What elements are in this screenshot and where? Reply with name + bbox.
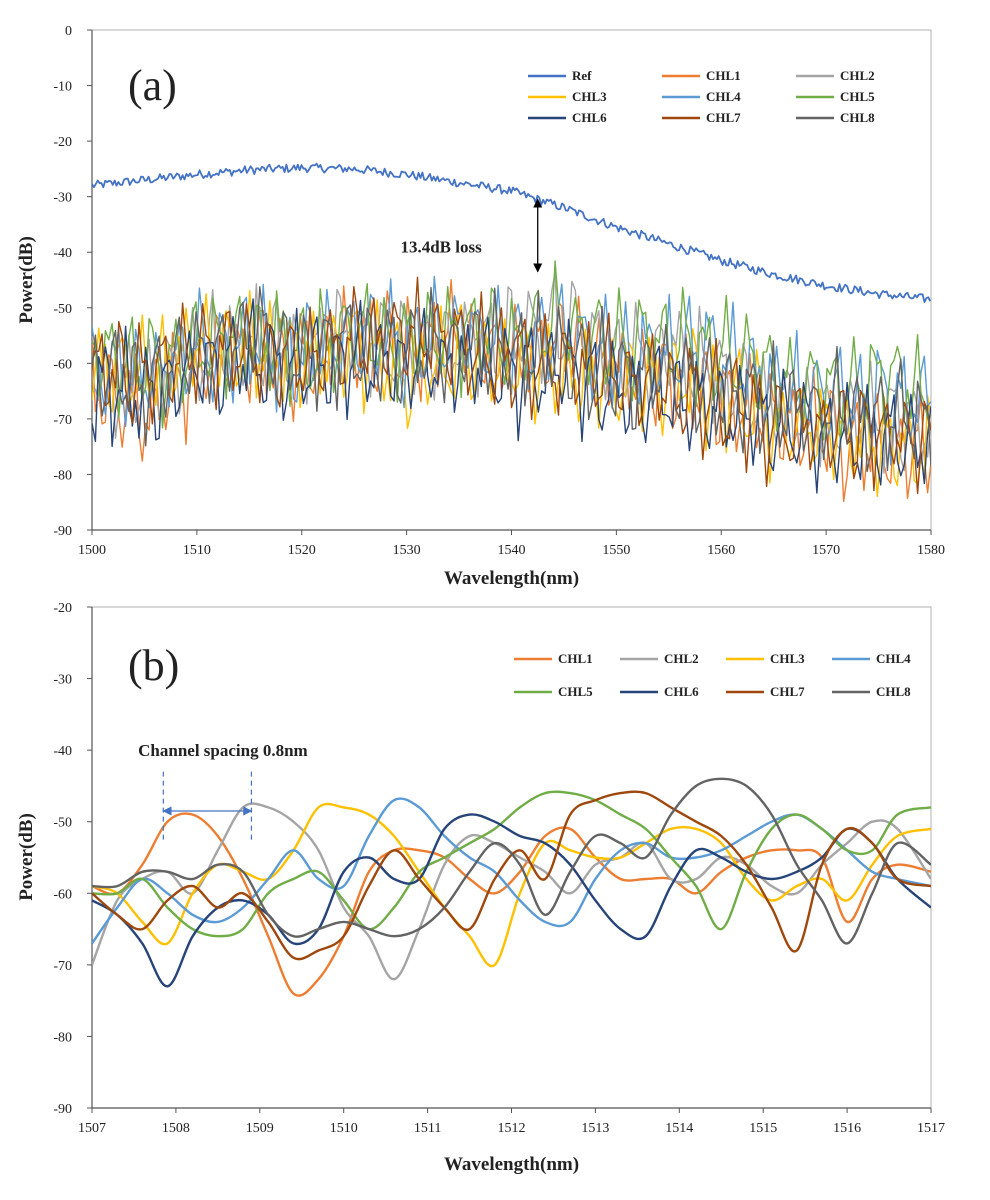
y-tick-label: -40 xyxy=(53,246,72,261)
legend-label-chl1: CHL1 xyxy=(558,651,593,666)
legend: CHL1 CHL2 CHL3 CHL4 CHL5 CHL6 CHL7 CHL8 xyxy=(514,651,911,699)
series-line-ref xyxy=(92,162,931,303)
series-lines xyxy=(92,162,931,502)
x-tick-label: 1530 xyxy=(393,543,421,558)
x-tick-label: 1512 xyxy=(498,1121,526,1136)
y-tick-label: -20 xyxy=(53,135,72,150)
x-tick-label: 1510 xyxy=(330,1121,358,1136)
x-tick-label: 1580 xyxy=(917,543,945,558)
y-tick-label: -30 xyxy=(53,673,72,688)
legend-label-chl7: CHL7 xyxy=(706,110,741,125)
x-tick-label: 1570 xyxy=(812,543,840,558)
x-tick-label: 1516 xyxy=(833,1121,861,1136)
loss-annotation: 13.4dB loss xyxy=(400,238,482,257)
series-line-chl5 xyxy=(92,260,931,444)
x-tick-label: 1520 xyxy=(288,543,316,558)
y-tick-label: -30 xyxy=(53,191,72,206)
x-tick-label: 1500 xyxy=(78,543,106,558)
x-tick-label: 1513 xyxy=(581,1121,609,1136)
x-tick-label: 1509 xyxy=(246,1121,274,1136)
x-tick-label: 1507 xyxy=(78,1121,106,1136)
legend-label-chl2: CHL2 xyxy=(664,651,699,666)
x-tick-label: 1514 xyxy=(665,1121,693,1136)
legend-label-chl4: CHL4 xyxy=(876,651,911,666)
legend-label-chl8: CHL8 xyxy=(840,110,875,125)
x-tick-label: 1560 xyxy=(707,543,735,558)
legend-label-chl2: CHL2 xyxy=(840,68,875,83)
x-tick-label: 1550 xyxy=(602,543,630,558)
y-tick-label: -40 xyxy=(53,744,72,759)
plot-area xyxy=(91,29,932,531)
series-line-chl4 xyxy=(92,275,931,466)
legend-label-chl1: CHL1 xyxy=(706,68,741,83)
series-line-chl2 xyxy=(92,802,931,981)
x-tick-label: 1508 xyxy=(162,1121,190,1136)
x-tick-label: 1515 xyxy=(749,1121,777,1136)
x-tick-label: 1517 xyxy=(917,1121,945,1136)
series-line-chl5 xyxy=(92,790,931,938)
y-tick-label: 0 xyxy=(65,24,72,39)
y-tick-label: -50 xyxy=(53,816,72,831)
y-axis-title: Power(dB) xyxy=(16,813,37,901)
y-tick-label: -50 xyxy=(53,302,72,317)
legend-label-chl4: CHL4 xyxy=(706,89,741,104)
y-axis-title: Power(dB) xyxy=(16,236,37,324)
series-line-chl7 xyxy=(92,790,931,961)
y-tick-label: -60 xyxy=(53,887,72,902)
series-line-chl8 xyxy=(92,286,931,473)
plot-area xyxy=(91,606,932,1109)
series-line-chl3 xyxy=(92,802,931,968)
legend-label-chl8: CHL8 xyxy=(876,684,911,699)
x-tick-label: 1510 xyxy=(183,543,211,558)
panel-label: (b) xyxy=(128,641,179,690)
panel-b: -20 -30 -40 -50 -60 -70 -80 -90 1507 1508 1509 1510… xyxy=(16,601,945,1175)
panel-label: (a) xyxy=(128,61,177,110)
y-tick-label: -10 xyxy=(53,80,72,95)
legend-label-chl3: CHL3 xyxy=(770,651,805,666)
legend-label-chl3: CHL3 xyxy=(572,89,607,104)
series-lines xyxy=(92,777,931,997)
legend-label-chl5: CHL5 xyxy=(558,684,593,699)
legend: Ref CHL1 CHL2 CHL3 CHL4 CHL5 CHL6 CHL7 CHL8 xyxy=(528,68,875,125)
series-line-chl6 xyxy=(92,813,931,988)
series-line-chl4 xyxy=(92,797,931,945)
y-tick-label: -70 xyxy=(53,959,72,974)
legend-label-chl6: CHL6 xyxy=(572,110,607,125)
x-axis-title: Wavelength(nm) xyxy=(444,1154,579,1175)
y-tick-label: -80 xyxy=(53,1030,72,1045)
x-tick-label: 1540 xyxy=(498,543,526,558)
y-tick-label: -70 xyxy=(53,413,72,428)
x-tick-label: 1511 xyxy=(414,1121,441,1136)
legend-label-chl6: CHL6 xyxy=(664,684,699,699)
legend-label-chl5: CHL5 xyxy=(840,89,875,104)
x-axis-title: Wavelength(nm) xyxy=(444,568,579,589)
panel-a: 0 -10 -20 -30 -40 -50 -60 -70 -80 -90 1500 1510 1520… xyxy=(16,24,945,589)
y-tick-label: -90 xyxy=(53,1102,72,1117)
spacing-annotation: Channel spacing 0.8nm xyxy=(138,741,308,760)
series-line-chl8 xyxy=(92,777,931,945)
y-tick-label: -60 xyxy=(53,357,72,372)
legend-label-ref: Ref xyxy=(572,68,592,83)
series-line-chl1 xyxy=(92,812,931,997)
y-tick-label: -20 xyxy=(53,601,72,616)
y-tick-label: -80 xyxy=(53,468,72,483)
legend-label-chl7: CHL7 xyxy=(770,684,805,699)
y-tick-label: -90 xyxy=(53,524,72,539)
